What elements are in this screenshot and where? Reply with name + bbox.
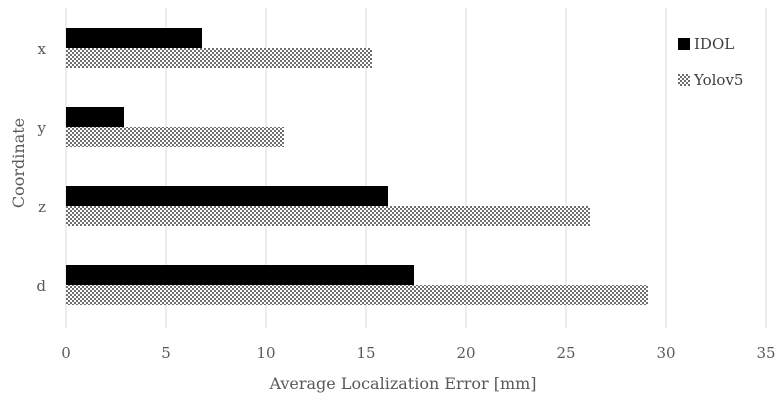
y-axis-title: Coordinate (9, 118, 28, 208)
legend-swatch-idol (678, 38, 690, 50)
bar-idol-x (66, 28, 202, 48)
bar-yolov5-y (66, 127, 284, 147)
legend-label-idol: IDOL (694, 35, 734, 53)
y-tick-labels: x y z d (36, 40, 46, 295)
x-tick-label: 30 (656, 344, 675, 362)
bar-idol-d (66, 265, 414, 285)
x-axis-title: Average Localization Error [mm] (268, 374, 536, 393)
x-tick-label: 0 (61, 344, 71, 362)
bar-yolov5-d (66, 285, 648, 305)
x-tick-label: 20 (456, 344, 475, 362)
bar-yolov5-x (66, 48, 372, 68)
x-tick-label: 15 (356, 344, 375, 362)
bar-yolov5-z (66, 206, 590, 226)
legend: IDOL Yolov5 (678, 35, 743, 89)
y-tick-label: y (37, 119, 47, 137)
x-tick-label: 25 (556, 344, 575, 362)
x-tick-label: 35 (756, 344, 775, 362)
bar-idol-y (66, 107, 124, 127)
legend-swatch-yolov5 (678, 74, 690, 86)
bar-idol-z (66, 186, 388, 206)
x-tick-labels: 0 5 10 15 20 25 30 35 (61, 344, 775, 362)
x-tick-label: 10 (256, 344, 275, 362)
x-tick-label: 5 (161, 344, 171, 362)
y-tick-label: x (38, 40, 47, 58)
bars (66, 28, 648, 305)
y-tick-label: d (36, 277, 46, 295)
y-tick-label: z (38, 198, 46, 216)
legend-label-yolov5: Yolov5 (693, 71, 743, 89)
